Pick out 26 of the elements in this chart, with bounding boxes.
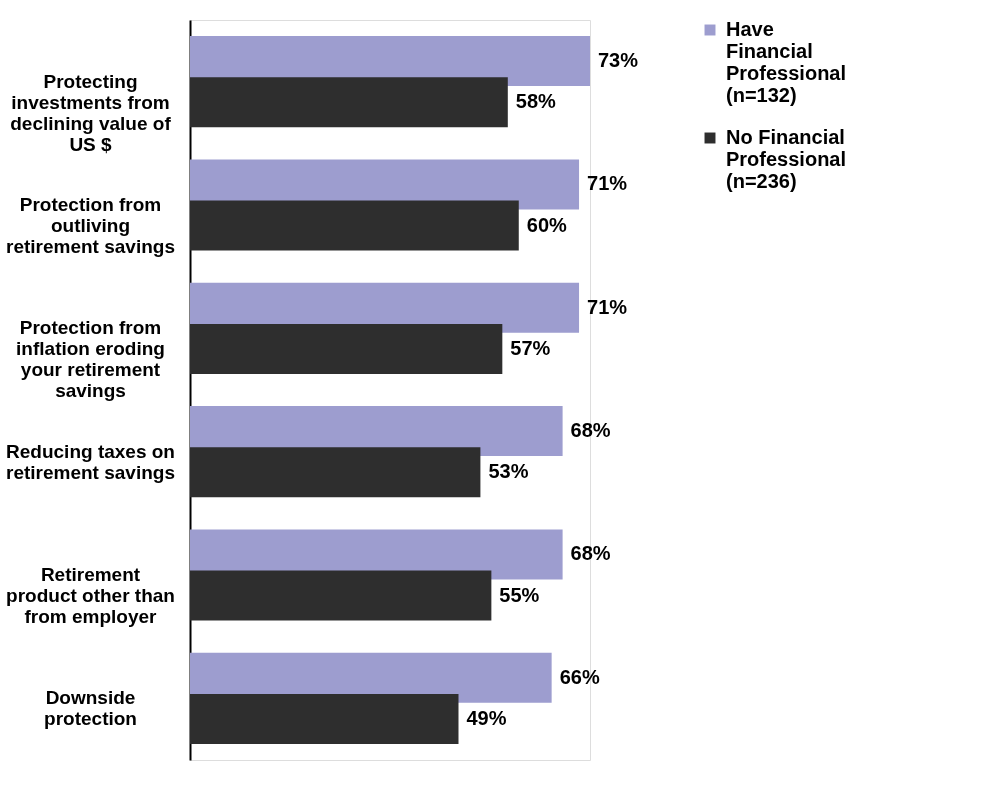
bar bbox=[190, 447, 481, 498]
data-label: 66% bbox=[559, 665, 600, 688]
data-label: 57% bbox=[510, 336, 551, 359]
data-label: 73% bbox=[598, 49, 639, 72]
bar bbox=[190, 570, 492, 621]
data-label: 58% bbox=[515, 90, 557, 113]
legend-label: No Financial Professional (n=236) bbox=[726, 126, 847, 192]
data-label: 49% bbox=[466, 706, 507, 729]
data-label: 71% bbox=[587, 172, 628, 195]
legend-label: Have Financial Professional (n=132) bbox=[726, 18, 847, 106]
bar bbox=[190, 693, 459, 744]
y-tick-label: Protection from inflation eroding your retirement savings bbox=[16, 317, 165, 402]
data-label: 68% bbox=[570, 542, 611, 565]
data-label: 68% bbox=[570, 419, 611, 442]
data-label: 55% bbox=[499, 583, 540, 606]
y-tick-label: Downside protection bbox=[44, 687, 137, 730]
bar bbox=[190, 323, 503, 374]
data-label: 60% bbox=[526, 213, 568, 236]
y-tick-label: Reducing taxes on retirement savings bbox=[6, 440, 175, 483]
bar bbox=[190, 77, 508, 128]
y-tick-label: Retirement product other than from employer bbox=[6, 564, 175, 627]
y-tick-label: Protection from outliving retirement savings bbox=[6, 194, 175, 257]
data-label: 71% bbox=[587, 295, 628, 318]
y-tick-label: Protecting investments from declining value of US $ bbox=[10, 70, 172, 155]
bar bbox=[190, 200, 519, 251]
data-label: 53% bbox=[488, 460, 529, 483]
